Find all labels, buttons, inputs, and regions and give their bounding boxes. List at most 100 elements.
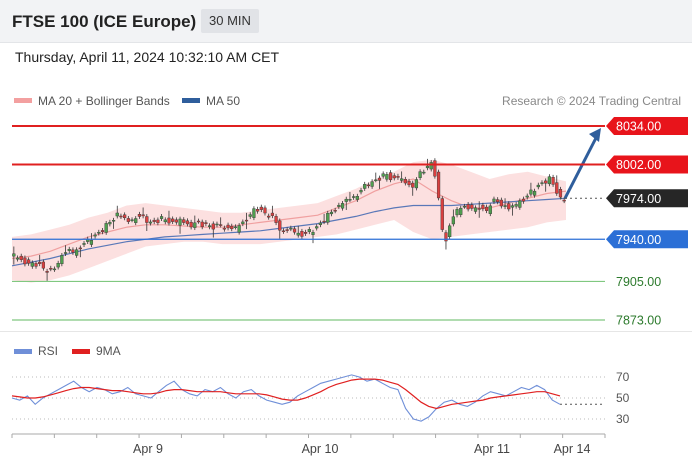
- candle-body: [562, 199, 566, 202]
- projection-arrow-shaft: [563, 135, 599, 199]
- candle-body: [97, 231, 101, 234]
- candle-body: [82, 243, 86, 245]
- candle-body: [425, 165, 430, 169]
- candle-body: [167, 217, 171, 224]
- chart-header: FTSE 100 (ICE Europe) 30 MIN: [0, 0, 692, 43]
- rsi-panel: 70 50 30: [11, 370, 630, 426]
- candle-body: [222, 227, 226, 230]
- rsi-ma-legend-swatch: [72, 349, 90, 354]
- candle-body: [15, 257, 20, 260]
- candle-body: [263, 207, 267, 214]
- candle-body: [496, 199, 500, 203]
- candle-body: [141, 214, 145, 217]
- candle-body: [123, 214, 127, 219]
- time-axis: Apr 9 Apr 10 Apr 11 Apr 14: [11, 433, 606, 456]
- level-label-7873.00: 7873.00: [616, 314, 661, 328]
- candle-body: [518, 200, 522, 208]
- candle-body: [152, 219, 156, 222]
- candle-body: [470, 204, 474, 209]
- candle-body: [193, 222, 197, 228]
- candle-body: [226, 224, 230, 229]
- candle-body: [204, 222, 208, 225]
- ma20-legend-swatch: [14, 98, 32, 103]
- candle-body: [126, 218, 130, 222]
- candle-body: [292, 228, 297, 233]
- candle-body: [307, 229, 311, 232]
- panel-divider: [0, 331, 692, 332]
- candle-body: [436, 171, 441, 199]
- candle-body: [41, 261, 45, 269]
- candle-body: [148, 221, 153, 224]
- candle-body: [93, 234, 97, 237]
- candle-body: [318, 222, 322, 225]
- candle-body: [510, 205, 515, 208]
- rsi-tick-30: 30: [616, 412, 630, 426]
- candle-body: [145, 216, 149, 223]
- candle-body: [174, 219, 178, 223]
- candle-body: [414, 179, 419, 189]
- candle-body: [311, 232, 315, 235]
- candle-body: [374, 179, 378, 182]
- candle-body: [359, 190, 363, 193]
- candle-body: [56, 263, 60, 268]
- candle-body: [115, 212, 119, 217]
- candle-body: [12, 253, 16, 257]
- candle-body: [488, 205, 492, 214]
- candle-body: [71, 249, 75, 253]
- candle-body: [189, 221, 193, 228]
- rsi-legend-label: RSI: [38, 344, 58, 358]
- candle-body: [514, 204, 518, 207]
- candle-body: [326, 213, 330, 223]
- rsi-ma-legend-label: 9MA: [96, 344, 121, 358]
- rsi-line: [11, 374, 561, 422]
- candle-body: [558, 189, 563, 198]
- x-tick-label: Apr 10: [302, 442, 339, 456]
- candle-body: [396, 175, 400, 178]
- price-panel: [11, 128, 601, 283]
- timeframe-badge[interactable]: 30 MIN: [201, 9, 259, 33]
- candle-body: [429, 162, 433, 170]
- rsi-tick-70: 70: [616, 370, 630, 384]
- candle-body: [370, 181, 374, 187]
- candle-body: [78, 247, 82, 250]
- projection-arrow-head: [589, 128, 601, 142]
- candle-body: [363, 184, 367, 189]
- candle-body: [555, 182, 559, 194]
- candle-body: [525, 195, 529, 198]
- rsi-ma-line: [11, 378, 561, 410]
- candle-body: [329, 211, 334, 215]
- candle-body: [499, 199, 503, 207]
- bollinger-band: [12, 159, 566, 283]
- candle-body: [507, 203, 511, 210]
- candle-body: [230, 225, 234, 230]
- candle-body: [178, 218, 182, 226]
- candle-body: [67, 249, 71, 251]
- x-tick-label: Apr 11: [474, 442, 510, 456]
- candle-body: [219, 224, 223, 226]
- candle-body: [256, 209, 260, 212]
- candle-body: [23, 257, 27, 265]
- instrument-title: FTSE 100 (ICE Europe): [12, 12, 197, 31]
- ma20-line: [11, 178, 567, 260]
- candle-body: [278, 220, 282, 231]
- candle-body: [134, 218, 138, 223]
- candle-body: [540, 182, 544, 184]
- level-tag-7940.00: [606, 230, 688, 249]
- candle-body: [75, 249, 79, 256]
- candle-body: [473, 207, 478, 212]
- candle-body: [411, 182, 415, 188]
- candle-body: [244, 219, 249, 222]
- x-tick-label: Apr 9: [133, 442, 163, 456]
- candle-body: [484, 206, 489, 211]
- candle-body: [348, 199, 352, 201]
- candle-body: [366, 184, 371, 187]
- candle-body: [119, 215, 123, 218]
- candle-body: [38, 261, 42, 264]
- price-levels: 8034.00 8002.00 7974.00 7940.00 7905.00 7873.…: [12, 117, 688, 328]
- candle-body: [544, 180, 548, 184]
- candle-body: [407, 181, 411, 186]
- candle-body: [459, 207, 463, 215]
- candle-body: [274, 216, 278, 223]
- candle-body: [137, 214, 142, 217]
